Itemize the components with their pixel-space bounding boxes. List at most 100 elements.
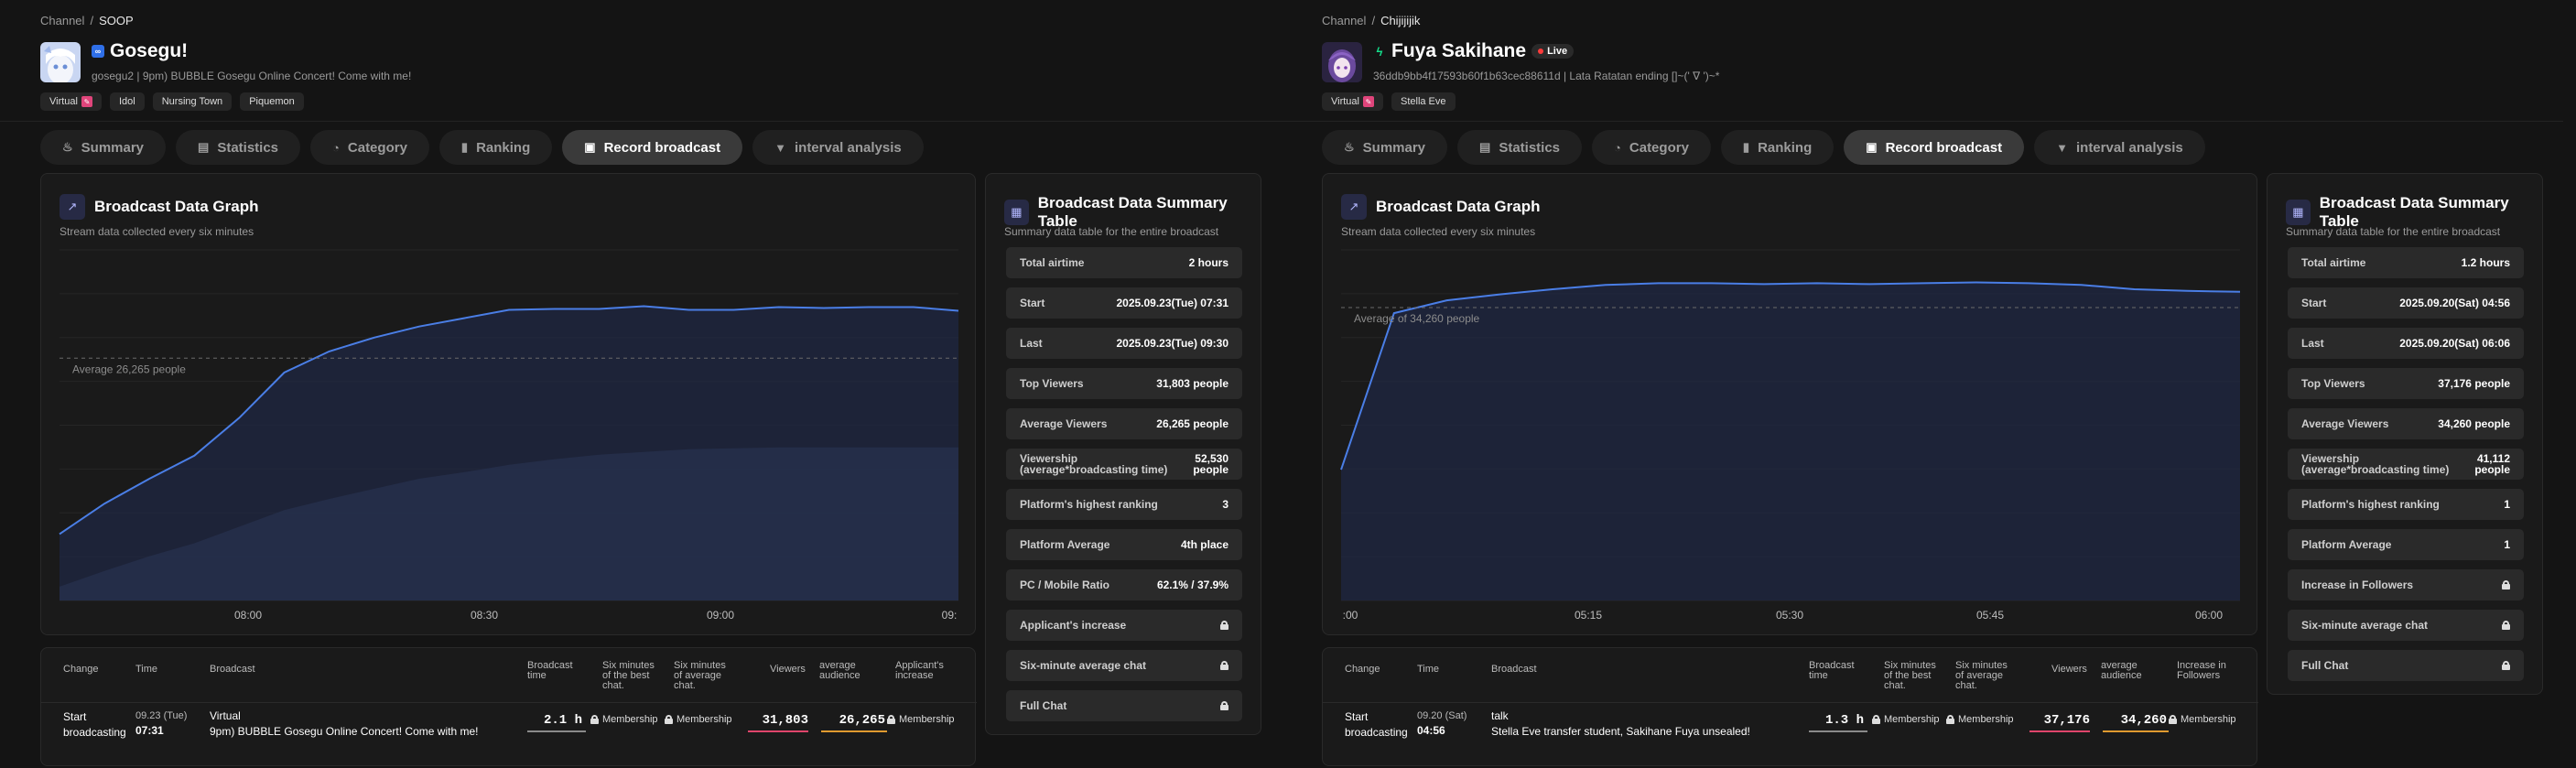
breadcrumb-root-link[interactable]: Channel bbox=[1322, 14, 1367, 27]
tab-summary[interactable]: ♨ Summary bbox=[40, 130, 167, 165]
summary-row: Last 2025.09.23(Tue) 09:30 bbox=[1006, 328, 1242, 359]
channel-subtitle: 36ddb9bb4f17593b60f1b63cec88611d | Lata … bbox=[1373, 70, 1720, 82]
summary-description: Summary data table for the entire broadc… bbox=[2286, 225, 2501, 238]
lock-icon bbox=[2502, 621, 2510, 630]
avatar bbox=[1322, 42, 1362, 82]
record-icon: ▣ bbox=[1866, 140, 1878, 154]
viewers-cell: 37,176 bbox=[2043, 713, 2090, 728]
summary-value: 31,803 people bbox=[1156, 377, 1228, 390]
tag[interactable]: Virtual ✎ bbox=[40, 92, 102, 111]
summary-key: Platform's highest ranking bbox=[2301, 498, 2440, 511]
col-header: Viewers bbox=[2051, 664, 2087, 675]
tab-ranking[interactable]: ▮ Ranking bbox=[1720, 130, 1835, 165]
summary-key: PC / Mobile Ratio bbox=[1020, 579, 1110, 591]
summary-key: Average Viewers bbox=[1020, 417, 1108, 430]
table-icon: ▦ bbox=[2286, 200, 2311, 225]
summary-key: Full Chat bbox=[2301, 659, 2349, 672]
tab-category[interactable]: ◔ Category bbox=[1592, 130, 1711, 165]
tab-summary[interactable]: ♨ Summary bbox=[1322, 130, 1448, 165]
tag[interactable]: Piquemon bbox=[240, 92, 304, 111]
graph-description: Stream data collected every six minutes bbox=[1341, 225, 1536, 238]
time-cell: 04:56 bbox=[1417, 724, 1445, 737]
breadcrumb-root-link[interactable]: Channel bbox=[40, 14, 85, 27]
broadcast-log-table: Change Time Broadcast Broadcast time Six… bbox=[1322, 647, 2258, 768]
tab-statistics[interactable]: ▤ Statistics bbox=[1457, 130, 1583, 165]
lock-icon bbox=[2169, 715, 2177, 724]
tab-interval-analysis[interactable]: ▼ interval analysis bbox=[752, 130, 924, 165]
tab-statistics[interactable]: ▤ Statistics bbox=[176, 130, 301, 165]
tag-list: Virtual ✎ Stella Eve bbox=[1322, 92, 1456, 111]
summary-key: Last bbox=[1020, 337, 1043, 350]
summary-row: Increase in Followers bbox=[2288, 569, 2524, 600]
col-header: Broadcast bbox=[1491, 664, 1537, 675]
table-row[interactable]: Start broadcasting 09.23 (Tue) 07:31 Vir… bbox=[41, 702, 977, 768]
live-dot-icon bbox=[1538, 49, 1544, 54]
broadcast-title-cell[interactable]: Stella Eve transfer student, Sakihane Fu… bbox=[1491, 725, 1750, 738]
record-icon: ▣ bbox=[584, 140, 596, 154]
graph-title: Broadcast Data Graph bbox=[1376, 198, 1541, 215]
summary-table-card: ▦ Broadcast Data Summary Table Summary da… bbox=[2267, 173, 2543, 695]
broadcast-graph-card: ↗ Broadcast Data Graph Stream data collec… bbox=[1322, 173, 2257, 635]
tag[interactable]: Stella Eve bbox=[1391, 92, 1456, 111]
col-header: Six minutes of the best chat. bbox=[602, 660, 655, 691]
tab-record-broadcast[interactable]: ▣ Record broadcast bbox=[1844, 130, 2025, 165]
duration-cell: 1.3 h bbox=[1824, 713, 1864, 728]
col-header: Broadcast time bbox=[527, 660, 573, 681]
summary-value: 1 bbox=[2504, 538, 2510, 551]
tab-ranking[interactable]: ▮ Ranking bbox=[438, 130, 553, 165]
best-chat-cell: Membership bbox=[1872, 714, 1940, 725]
summary-value: 34,260 people bbox=[2438, 417, 2510, 430]
col-header: average audience bbox=[819, 660, 860, 681]
summary-value: 2025.09.20(Sat) 04:56 bbox=[2399, 297, 2510, 309]
summary-key: Platform Average bbox=[2301, 538, 2392, 551]
stats-icon: ▤ bbox=[1479, 140, 1491, 154]
broadcast-title-cell[interactable]: 9pm) BUBBLE Gosegu Online Concert! Come … bbox=[210, 725, 479, 738]
summary-row: Average Viewers 34,260 people bbox=[2288, 408, 2524, 439]
breadcrumb: Channel / Chijijijik bbox=[1322, 14, 1420, 27]
broadcast-log-table: Change Time Broadcast Broadcast time Six… bbox=[40, 647, 977, 768]
tab-category[interactable]: ◔ Category bbox=[310, 130, 429, 165]
summary-value: 2025.09.23(Tue) 09:30 bbox=[1116, 337, 1228, 350]
summary-key: Full Chat bbox=[1020, 699, 1067, 712]
summary-value: 26,265 people bbox=[1156, 417, 1228, 430]
summary-row: Last 2025.09.20(Sat) 06:06 bbox=[2288, 328, 2524, 359]
increase-cell: Membership bbox=[2169, 714, 2236, 725]
summary-value: 2025.09.20(Sat) 06:06 bbox=[2399, 337, 2510, 350]
tab-interval-analysis[interactable]: ▼ interval analysis bbox=[2034, 130, 2205, 165]
tab-record-broadcast[interactable]: ▣ Record broadcast bbox=[562, 130, 743, 165]
category-icon: ◔ bbox=[1614, 140, 1621, 155]
breadcrumb-separator: / bbox=[1371, 14, 1376, 27]
x-tick-label: 09:00 bbox=[707, 609, 734, 622]
table-row[interactable]: Start broadcasting 09.20 (Sat) 04:56 tal… bbox=[1323, 702, 2258, 768]
summary-row: Full Chat bbox=[2288, 650, 2524, 681]
col-header: Six minutes of average chat. bbox=[674, 660, 726, 691]
summary-row: Top Viewers 37,176 people bbox=[2288, 368, 2524, 399]
x-tick-label: 08:00 bbox=[234, 609, 262, 622]
broadcast-chart[interactable]: Average 26,265 people 08:00 08:30 09:00 09: bbox=[41, 247, 977, 636]
summary-row: Platform Average 1 bbox=[2288, 529, 2524, 560]
tag[interactable]: Idol bbox=[109, 92, 145, 111]
summary-title: Broadcast Data Summary Table bbox=[2319, 194, 2509, 230]
col-header: Change bbox=[1345, 664, 1380, 675]
category-cell: Virtual bbox=[210, 709, 241, 722]
summary-row: Six-minute average chat bbox=[2288, 610, 2524, 641]
channel-subtitle: gosegu2 | 9pm) BUBBLE Gosegu Online Conc… bbox=[92, 70, 412, 82]
lock-icon bbox=[2502, 580, 2510, 590]
x-tick-label: 09: bbox=[942, 609, 958, 622]
series-line bbox=[1340, 281, 2241, 471]
tag[interactable]: Nursing Town bbox=[152, 92, 233, 111]
col-header: Six minutes of the best chat. bbox=[1884, 660, 1936, 691]
average-label: Average 26,265 people bbox=[72, 362, 186, 375]
summary-row: Start 2025.09.20(Sat) 04:56 bbox=[2288, 287, 2524, 319]
tab-bar: ♨ Summary ▤ Statistics ◔ Category ▮ Ranking … bbox=[1322, 130, 2205, 165]
category-cell: talk bbox=[1491, 709, 1509, 722]
broadcast-chart[interactable]: Average of 34,260 people:00 05:15 05:30 05:… bbox=[1323, 247, 2258, 636]
live-badge: Live bbox=[1532, 44, 1575, 59]
summary-value: 3 bbox=[1222, 498, 1228, 511]
tag[interactable]: Virtual ✎ bbox=[1322, 92, 1383, 111]
ranking-icon: ▮ bbox=[460, 140, 469, 154]
summary-value: 2025.09.23(Tue) 07:31 bbox=[1116, 297, 1228, 309]
summary-key: Applicant's increase bbox=[1020, 619, 1127, 632]
summary-key: Top Viewers bbox=[2301, 377, 2365, 390]
summary-row: Viewership (average*broadcasting time) 41,… bbox=[2288, 449, 2524, 480]
